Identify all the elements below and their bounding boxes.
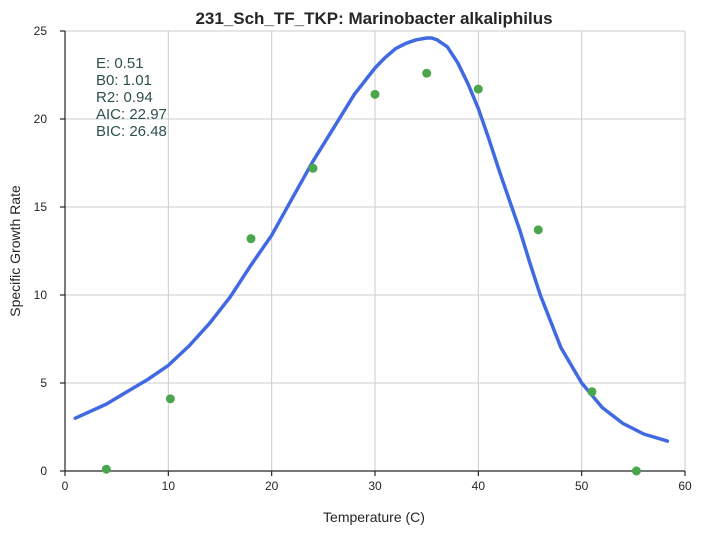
y-ticks: 0 5 10 15 20 25 <box>34 24 65 478</box>
data-point-4 <box>370 89 380 99</box>
x-tick-label-1: 10 <box>162 479 176 493</box>
data-point-8 <box>587 387 597 397</box>
y-axis-label: Specific Growth Rate <box>7 185 23 317</box>
y-tick-label-0: 0 <box>40 464 47 478</box>
data-point-6 <box>473 84 483 94</box>
grid-lines <box>65 30 686 471</box>
y-tick-label-3: 15 <box>34 200 48 214</box>
fit-curve-group <box>73 36 670 443</box>
fit-stat-3: AIC: 22.97 <box>96 106 167 123</box>
x-tick-label-4: 40 <box>472 479 486 493</box>
y-tick-label-2: 10 <box>34 288 48 302</box>
y-tick-label-4: 20 <box>34 112 48 126</box>
data-point-1 <box>165 394 175 404</box>
data-point-9 <box>631 466 641 476</box>
x-ticks: 0 10 20 30 40 50 60 <box>62 471 692 493</box>
data-point-3 <box>308 163 318 173</box>
x-tick-label-2: 20 <box>265 479 279 493</box>
y-tick-label-5: 25 <box>34 24 48 38</box>
x-tick-label-6: 60 <box>678 479 692 493</box>
data-point-2 <box>246 234 256 244</box>
chart-title: 231_Sch_TF_TKP: Marinobacter alkaliphilu… <box>195 9 552 28</box>
fit-curve-line <box>73 36 670 443</box>
fit-stat-0: E: 0.51 <box>96 55 144 72</box>
data-point-0 <box>101 464 111 474</box>
x-tick-label-5: 50 <box>575 479 589 493</box>
fit-stat-4: BIC: 26.48 <box>96 123 167 140</box>
data-point-5 <box>422 68 432 78</box>
data-point-7 <box>533 225 543 235</box>
x-tick-label-3: 30 <box>368 479 382 493</box>
x-tick-label-0: 0 <box>62 479 69 493</box>
x-axis-label: Temperature (C) <box>323 509 425 525</box>
fit-stat-1: B0: 1.01 <box>96 72 152 89</box>
fit-stat-2: R2: 0.94 <box>96 89 153 106</box>
data-points-group <box>101 68 641 476</box>
y-tick-label-1: 5 <box>40 376 47 390</box>
